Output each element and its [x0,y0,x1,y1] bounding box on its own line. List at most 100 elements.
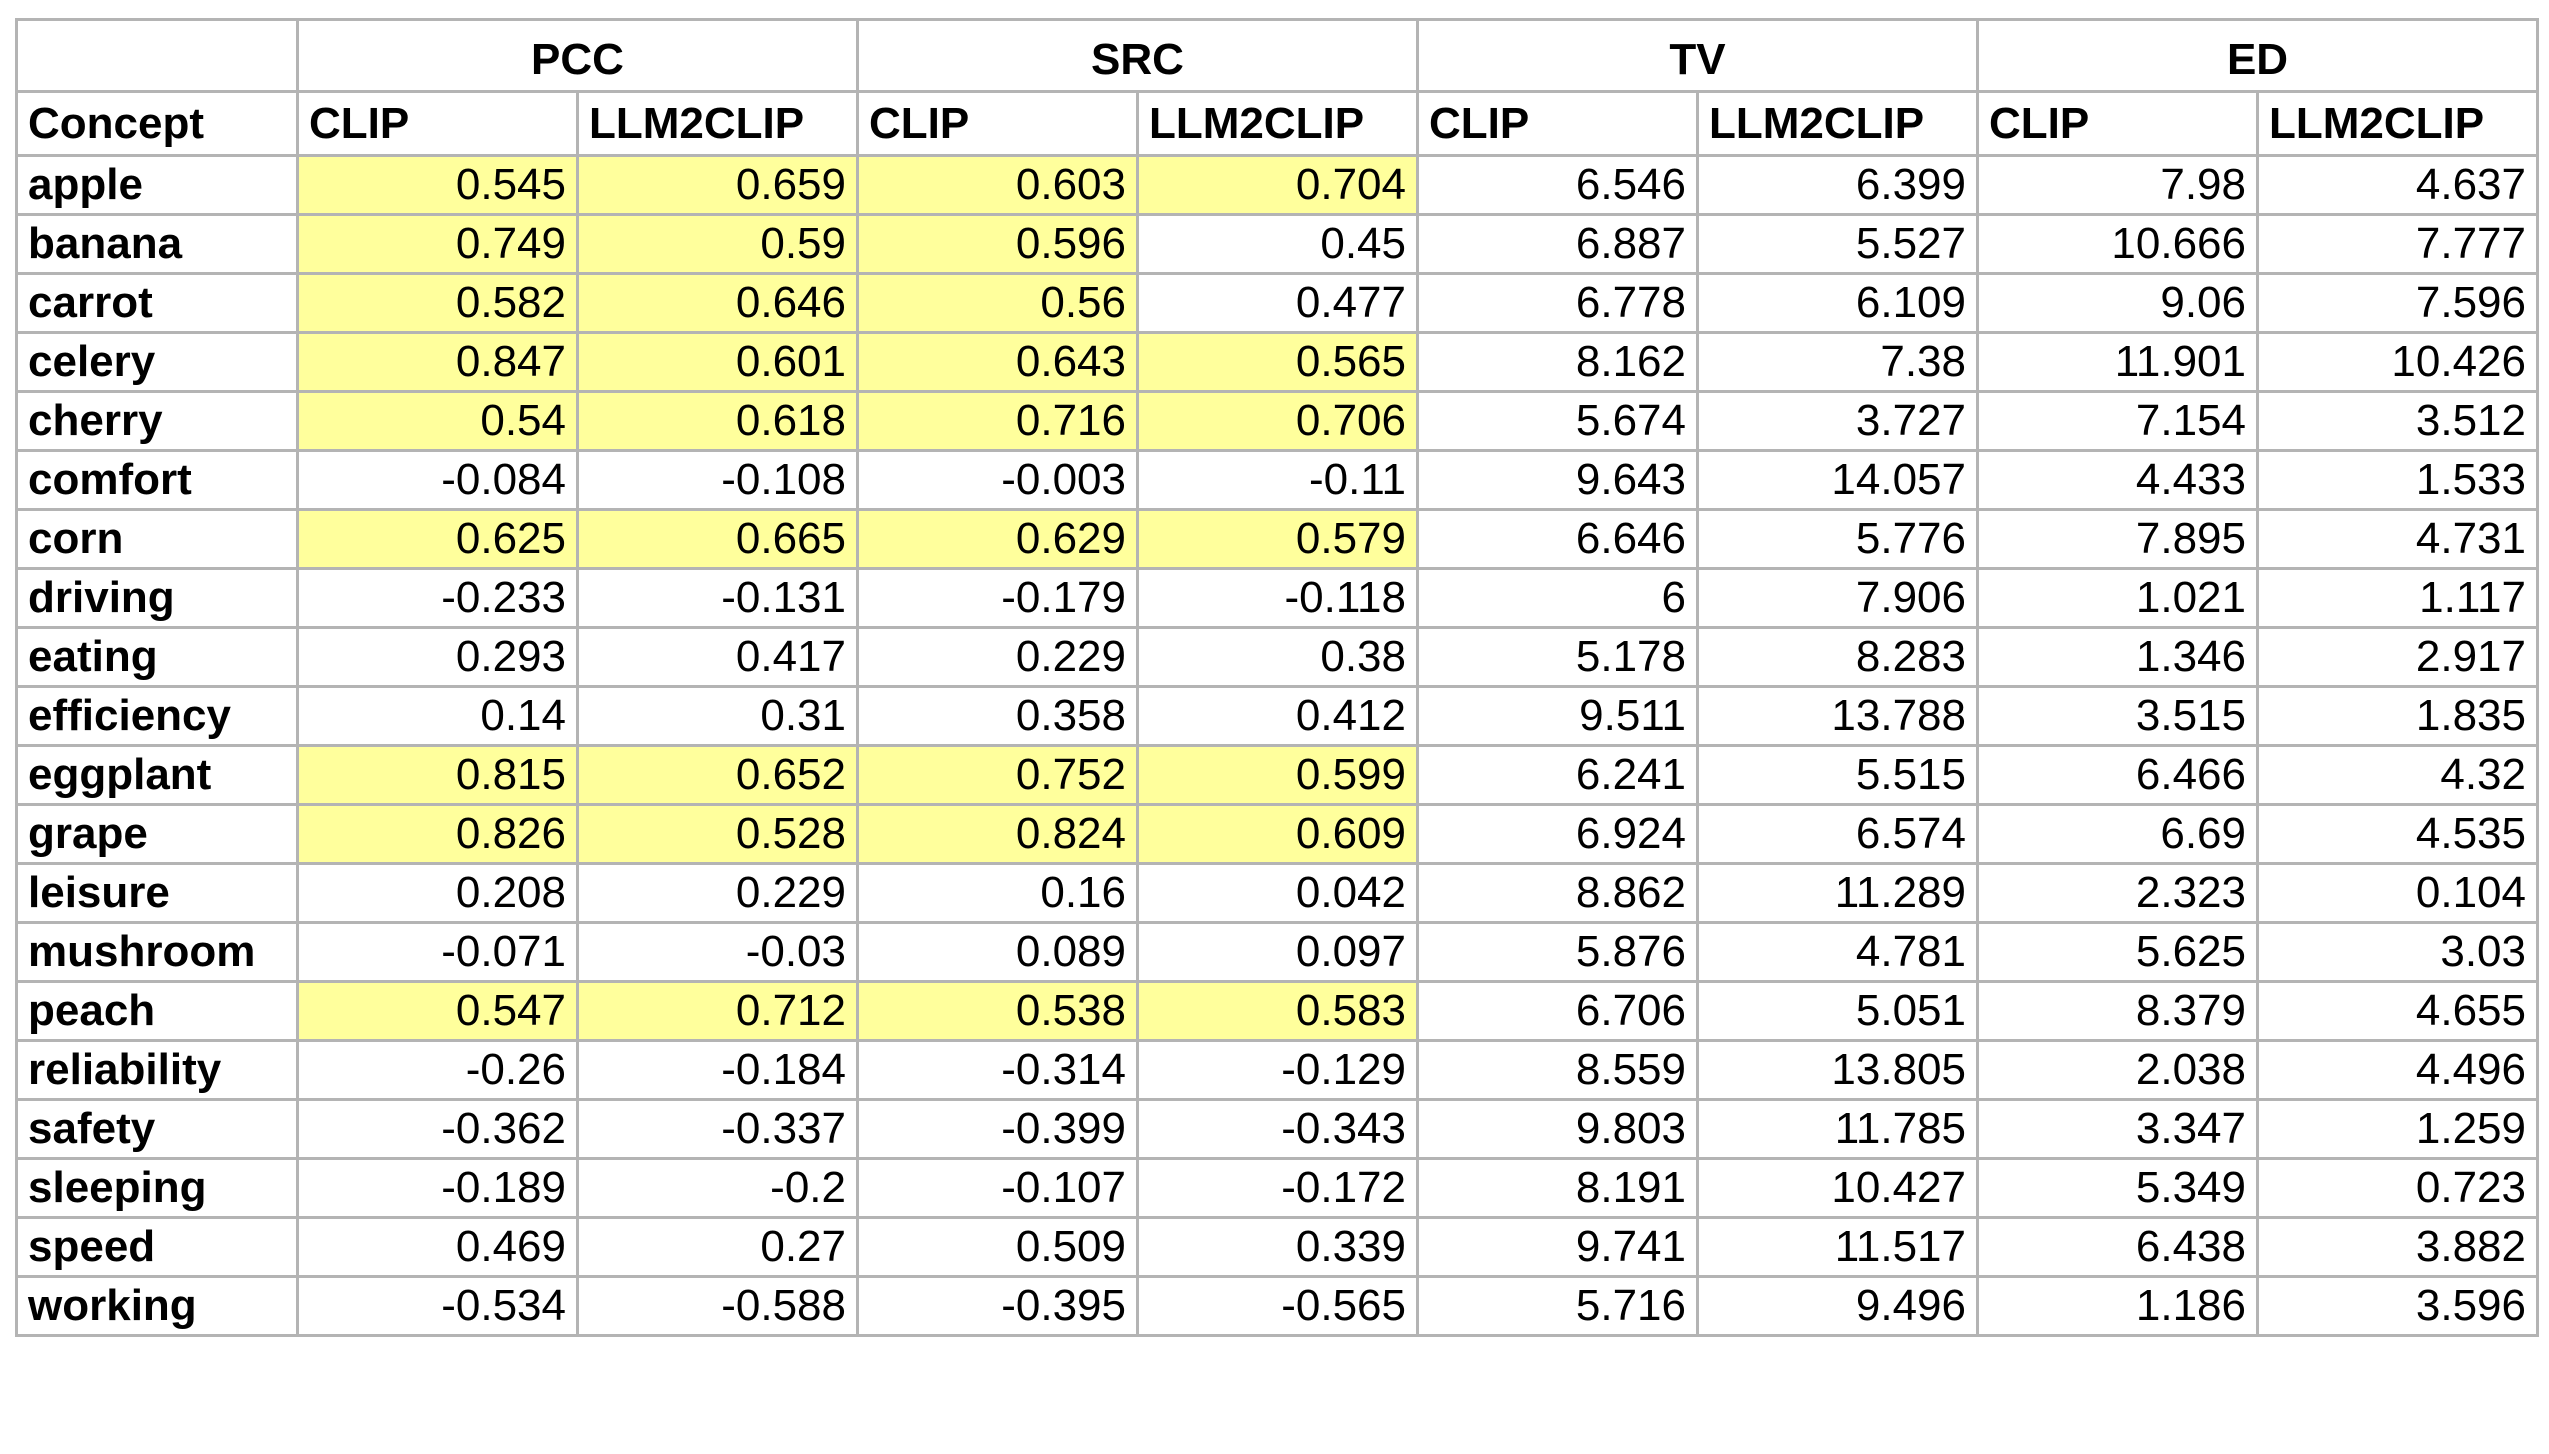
concept-cell[interactable]: grape [15,803,299,865]
value-cell-ed-clip[interactable]: 5.349 [1976,1157,2259,1219]
value-cell-tv-llm2clip[interactable]: 5.051 [1696,980,1979,1042]
value-cell-src-llm2clip[interactable]: 0.339 [1136,1216,1419,1278]
value-cell-pcc-clip[interactable]: -0.233 [296,567,579,629]
value-cell-pcc-llm2clip[interactable]: 0.31 [576,685,859,747]
value-cell-tv-clip[interactable]: 9.511 [1416,685,1699,747]
value-cell-src-llm2clip[interactable]: 0.042 [1136,862,1419,924]
value-cell-ed-llm2clip[interactable]: 1.259 [2256,1098,2539,1160]
value-cell-src-clip[interactable]: 0.538 [856,980,1139,1042]
value-cell-tv-clip[interactable]: 6.241 [1416,744,1699,806]
concept-header[interactable]: Concept [15,90,299,157]
value-cell-ed-llm2clip[interactable]: 4.731 [2256,508,2539,570]
value-cell-pcc-llm2clip[interactable]: 0.601 [576,331,859,393]
concept-cell[interactable]: celery [15,331,299,393]
value-cell-pcc-clip[interactable]: 0.826 [296,803,579,865]
value-cell-tv-llm2clip[interactable]: 5.776 [1696,508,1979,570]
sub-header-tv-clip[interactable]: CLIP [1416,90,1699,157]
value-cell-pcc-clip[interactable]: -0.084 [296,449,579,511]
value-cell-ed-clip[interactable]: 3.515 [1976,685,2259,747]
value-cell-src-llm2clip[interactable]: 0.565 [1136,331,1419,393]
value-cell-ed-llm2clip[interactable]: 4.535 [2256,803,2539,865]
value-cell-tv-clip[interactable]: 6.778 [1416,272,1699,334]
value-cell-tv-llm2clip[interactable]: 5.527 [1696,213,1979,275]
value-cell-src-clip[interactable]: 0.596 [856,213,1139,275]
value-cell-tv-clip[interactable]: 5.716 [1416,1275,1699,1337]
sub-header-src-llm2clip[interactable]: LLM2CLIP [1136,90,1419,157]
value-cell-tv-llm2clip[interactable]: 6.399 [1696,154,1979,216]
value-cell-pcc-clip[interactable]: 0.815 [296,744,579,806]
value-cell-src-llm2clip[interactable]: -0.343 [1136,1098,1419,1160]
value-cell-pcc-clip[interactable]: -0.071 [296,921,579,983]
value-cell-ed-clip[interactable]: 8.379 [1976,980,2259,1042]
value-cell-tv-clip[interactable]: 6.546 [1416,154,1699,216]
sub-header-ed-llm2clip[interactable]: LLM2CLIP [2256,90,2539,157]
group-header-src[interactable]: SRC [856,18,1419,93]
value-cell-pcc-llm2clip[interactable]: 0.712 [576,980,859,1042]
concept-cell[interactable]: apple [15,154,299,216]
value-cell-tv-llm2clip[interactable]: 3.727 [1696,390,1979,452]
value-cell-ed-clip[interactable]: 10.666 [1976,213,2259,275]
value-cell-src-llm2clip[interactable]: 0.599 [1136,744,1419,806]
value-cell-pcc-clip[interactable]: 0.847 [296,331,579,393]
value-cell-pcc-llm2clip[interactable]: 0.528 [576,803,859,865]
concept-cell[interactable]: mushroom [15,921,299,983]
value-cell-tv-clip[interactable]: 6.646 [1416,508,1699,570]
value-cell-src-llm2clip[interactable]: 0.579 [1136,508,1419,570]
value-cell-ed-llm2clip[interactable]: 7.596 [2256,272,2539,334]
value-cell-ed-clip[interactable]: 7.98 [1976,154,2259,216]
value-cell-tv-clip[interactable]: 8.559 [1416,1039,1699,1101]
value-cell-tv-clip[interactable]: 8.191 [1416,1157,1699,1219]
value-cell-ed-clip[interactable]: 9.06 [1976,272,2259,334]
value-cell-ed-clip[interactable]: 1.346 [1976,626,2259,688]
value-cell-tv-llm2clip[interactable]: 7.38 [1696,331,1979,393]
value-cell-src-llm2clip[interactable]: -0.565 [1136,1275,1419,1337]
value-cell-pcc-llm2clip[interactable]: -0.03 [576,921,859,983]
value-cell-ed-llm2clip[interactable]: 7.777 [2256,213,2539,275]
value-cell-src-clip[interactable]: 0.229 [856,626,1139,688]
value-cell-pcc-clip[interactable]: 0.625 [296,508,579,570]
corner-cell[interactable] [15,18,299,93]
value-cell-src-llm2clip[interactable]: 0.097 [1136,921,1419,983]
value-cell-src-llm2clip[interactable]: -0.11 [1136,449,1419,511]
value-cell-pcc-clip[interactable]: 0.293 [296,626,579,688]
concept-cell[interactable]: efficiency [15,685,299,747]
value-cell-pcc-clip[interactable]: 0.208 [296,862,579,924]
value-cell-ed-clip[interactable]: 6.69 [1976,803,2259,865]
value-cell-pcc-llm2clip[interactable]: 0.27 [576,1216,859,1278]
value-cell-src-llm2clip[interactable]: 0.706 [1136,390,1419,452]
value-cell-src-clip[interactable]: -0.399 [856,1098,1139,1160]
value-cell-src-clip[interactable]: 0.629 [856,508,1139,570]
concept-cell[interactable]: eggplant [15,744,299,806]
value-cell-ed-clip[interactable]: 2.038 [1976,1039,2259,1101]
value-cell-tv-llm2clip[interactable]: 7.906 [1696,567,1979,629]
value-cell-ed-clip[interactable]: 6.466 [1976,744,2259,806]
concept-cell[interactable]: reliability [15,1039,299,1101]
value-cell-pcc-llm2clip[interactable]: -0.337 [576,1098,859,1160]
value-cell-ed-llm2clip[interactable]: 1.533 [2256,449,2539,511]
value-cell-ed-clip[interactable]: 3.347 [1976,1098,2259,1160]
value-cell-src-clip[interactable]: -0.107 [856,1157,1139,1219]
value-cell-src-llm2clip[interactable]: 0.609 [1136,803,1419,865]
value-cell-tv-llm2clip[interactable]: 11.289 [1696,862,1979,924]
concept-cell[interactable]: sleeping [15,1157,299,1219]
value-cell-ed-llm2clip[interactable]: 3.882 [2256,1216,2539,1278]
value-cell-src-clip[interactable]: 0.824 [856,803,1139,865]
value-cell-src-llm2clip[interactable]: 0.412 [1136,685,1419,747]
sub-header-src-clip[interactable]: CLIP [856,90,1139,157]
value-cell-tv-clip[interactable]: 9.803 [1416,1098,1699,1160]
concept-cell[interactable]: corn [15,508,299,570]
concept-cell[interactable]: leisure [15,862,299,924]
value-cell-ed-clip[interactable]: 11.901 [1976,331,2259,393]
sub-header-ed-clip[interactable]: CLIP [1976,90,2259,157]
value-cell-src-clip[interactable]: -0.003 [856,449,1139,511]
value-cell-tv-llm2clip[interactable]: 6.109 [1696,272,1979,334]
value-cell-pcc-llm2clip[interactable]: 0.652 [576,744,859,806]
value-cell-pcc-clip[interactable]: 0.545 [296,154,579,216]
value-cell-pcc-llm2clip[interactable]: -0.2 [576,1157,859,1219]
value-cell-pcc-clip[interactable]: 0.547 [296,980,579,1042]
value-cell-tv-llm2clip[interactable]: 6.574 [1696,803,1979,865]
concept-cell[interactable]: eating [15,626,299,688]
value-cell-ed-clip[interactable]: 7.154 [1976,390,2259,452]
value-cell-src-llm2clip[interactable]: 0.45 [1136,213,1419,275]
value-cell-tv-clip[interactable]: 6 [1416,567,1699,629]
